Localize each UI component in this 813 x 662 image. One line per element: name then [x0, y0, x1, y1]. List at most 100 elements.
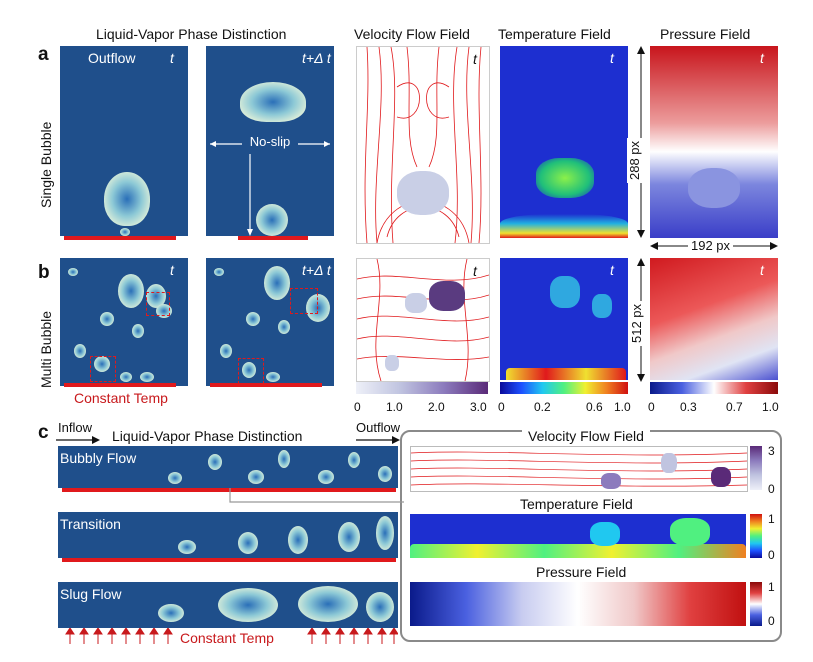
- bubble: [156, 304, 172, 318]
- bubble: [405, 293, 427, 313]
- heated-wall: [62, 558, 396, 562]
- heat-flux-arrows: [65, 628, 398, 644]
- dimension-label-192: 192 px: [688, 238, 734, 253]
- velocity-colorbar: [356, 382, 488, 394]
- colorbar-tick: 1.0: [762, 400, 779, 414]
- thermal-boundary-layer: [506, 368, 626, 380]
- colorbar-tick: 0.7: [726, 400, 743, 414]
- row-label-multi-bubble: Multi Bubble: [38, 310, 54, 388]
- colorbar-tick: 2.0: [428, 400, 445, 414]
- bubble: [158, 604, 184, 622]
- dimension-label-288: 288 px: [627, 137, 642, 183]
- bubble: [146, 284, 166, 308]
- bubble: [238, 532, 258, 554]
- transition-panel: Transition: [58, 512, 398, 558]
- bubble: [378, 466, 392, 482]
- warm-bubble: [590, 522, 620, 546]
- colorbar-tick: 1.0: [386, 400, 403, 414]
- bubble: [100, 312, 114, 326]
- single-bubble-phase-tdt: t+Δ t: [206, 46, 334, 236]
- bubble: [208, 454, 222, 470]
- time-label: t: [170, 262, 174, 278]
- outflow-label: Outflow: [88, 50, 136, 66]
- multi-bubble-pressure-field: t: [650, 258, 778, 380]
- thermal-boundary-layer: [410, 544, 746, 558]
- multi-bubble-phase-tdt: t+Δ t: [206, 258, 334, 386]
- title-temperature: Temperature Field: [498, 26, 611, 42]
- outflow-label-c: Outflow: [356, 420, 401, 435]
- bubble: [385, 355, 399, 371]
- multi-bubble-phase-t: t: [60, 258, 188, 386]
- bubble: [288, 526, 308, 554]
- vapor-slug: [218, 588, 278, 622]
- thermal-boundary-layer: [500, 214, 628, 238]
- single-bubble-pressure-field: t: [650, 46, 778, 238]
- bubble: [318, 470, 334, 484]
- multi-bubble-velocity-field: t: [356, 258, 490, 382]
- highlight-box: [90, 356, 116, 382]
- slug-flow-label: Slug Flow: [60, 586, 122, 602]
- colorbar-tick: 3: [768, 444, 775, 458]
- title-velocity: Velocity Flow Field: [354, 26, 470, 42]
- colorbar-tick: 0.3: [680, 400, 697, 414]
- time-label: t: [473, 51, 477, 67]
- pressure-colorbar: [650, 382, 778, 394]
- transition-label: Transition: [60, 516, 121, 532]
- temperature-colorbar-c: [750, 514, 762, 558]
- panel-letter-b: b: [38, 262, 50, 283]
- colorbar-tick: 0: [768, 614, 775, 628]
- slug-flow-panel: Slug Flow: [58, 582, 398, 628]
- constant-temp-label-c: Constant Temp: [176, 630, 278, 646]
- bubble: [278, 320, 290, 334]
- inflow-label: Inflow: [58, 420, 92, 435]
- time-label: t: [760, 262, 764, 278]
- bubble: [601, 473, 621, 489]
- heated-wall: [62, 488, 396, 492]
- bubble: [140, 372, 154, 382]
- bubble: [688, 168, 740, 208]
- bubble: [94, 356, 110, 372]
- bubble: [242, 362, 256, 378]
- highlight-box: [146, 292, 170, 316]
- velocity-colorbar-c: [750, 446, 762, 490]
- time-label: t: [610, 50, 614, 66]
- heated-wall: [238, 236, 308, 240]
- title-velocity-c: Velocity Flow Field: [522, 428, 650, 444]
- row-label-single-bubble: Single Bubble: [38, 121, 54, 208]
- connector-line: [229, 488, 404, 503]
- bubble: [429, 281, 465, 311]
- bubbly-flow-label: Bubbly Flow: [60, 450, 137, 466]
- streamlines: [411, 451, 747, 487]
- colorbar-tick: 0: [648, 400, 655, 414]
- bubble: [397, 171, 449, 215]
- dimension-label-512: 512 px: [629, 300, 644, 346]
- bubble: [120, 372, 132, 382]
- heated-wall: [64, 383, 176, 387]
- time-label: t: [473, 263, 477, 279]
- bubble: [256, 204, 288, 236]
- panel-letter-c: c: [38, 422, 49, 443]
- outflow-arrow: [356, 436, 400, 444]
- noslip-label: No-slip: [249, 134, 291, 149]
- bubble: [711, 467, 731, 487]
- title-pressure-c: Pressure Field: [536, 564, 627, 580]
- bubble: [306, 294, 330, 322]
- highlight-box: [290, 288, 318, 314]
- bubble: [278, 450, 290, 468]
- channel-velocity-field: [410, 446, 748, 492]
- vapor-slug: [366, 592, 394, 622]
- streamlines: [357, 259, 489, 381]
- bubble: [376, 516, 394, 550]
- bubble: [118, 274, 144, 308]
- bubble: [214, 268, 224, 276]
- bubble: [104, 172, 150, 226]
- bubble: [68, 268, 78, 276]
- bubble: [248, 470, 264, 484]
- bubble: [348, 452, 360, 468]
- time-label: t: [760, 50, 764, 66]
- warm-bubble: [550, 276, 580, 308]
- colorbar-tick: 0: [768, 482, 775, 496]
- inflow-arrow: [56, 436, 100, 444]
- bubble: [168, 472, 182, 484]
- constant-temp-label: Constant Temp: [74, 390, 168, 406]
